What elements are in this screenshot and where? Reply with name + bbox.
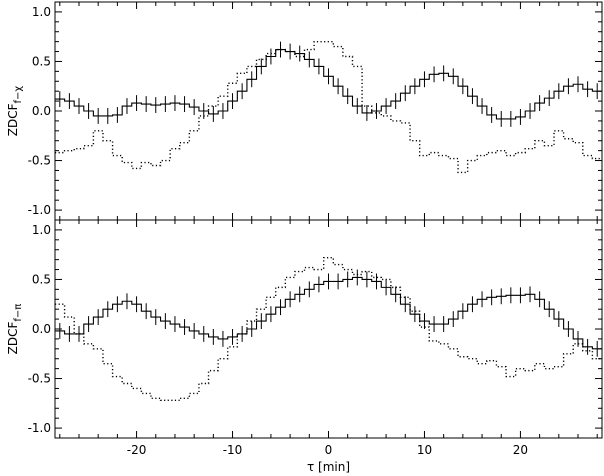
x-axis-label: τ [min] [307,460,350,474]
x-tick-label: 20 [513,443,528,457]
y-tick-label: 0.5 [32,54,51,68]
y-tick-label: -0.5 [28,154,51,168]
y-tick-label: 1.0 [32,5,51,19]
y-tick-label: 1.0 [32,223,51,237]
y-axis-label: ZDCFf−χ [6,86,24,137]
y-axis-label-main: ZDCF [6,321,20,354]
y-axis-label-subscript: f−π [13,304,24,322]
x-tick-label: 0 [325,443,333,457]
y-tick-label: -1.0 [28,203,51,217]
y-axis-label-main: ZDCF [6,103,20,136]
series-group [55,40,602,174]
y-tick-label: 0.0 [32,104,51,118]
y-axis-label-subscript: f−χ [13,86,24,104]
y-tick-label: 0.5 [32,272,51,286]
series-group [55,256,602,402]
bottom-panel: 1.0 0.5 0.0 -0.5 -1.0 -20 -10 0 10 20 τ [min] ZDCFf… [6,219,603,474]
x-tick-label: -20 [127,443,147,457]
solid-series-line [55,276,602,350]
y-tick-label: -0.5 [28,372,51,386]
y-tick-label: -1.0 [28,421,51,435]
y-tick-label: 0.0 [32,322,51,336]
top-panel: 1.0 0.5 0.0 -0.5 -1.0 ZDCFf−χ [6,1,603,221]
y-axis-label: ZDCFf−π [6,304,24,355]
x-tick-label: 10 [417,443,432,457]
x-tick-label: -10 [223,443,243,457]
